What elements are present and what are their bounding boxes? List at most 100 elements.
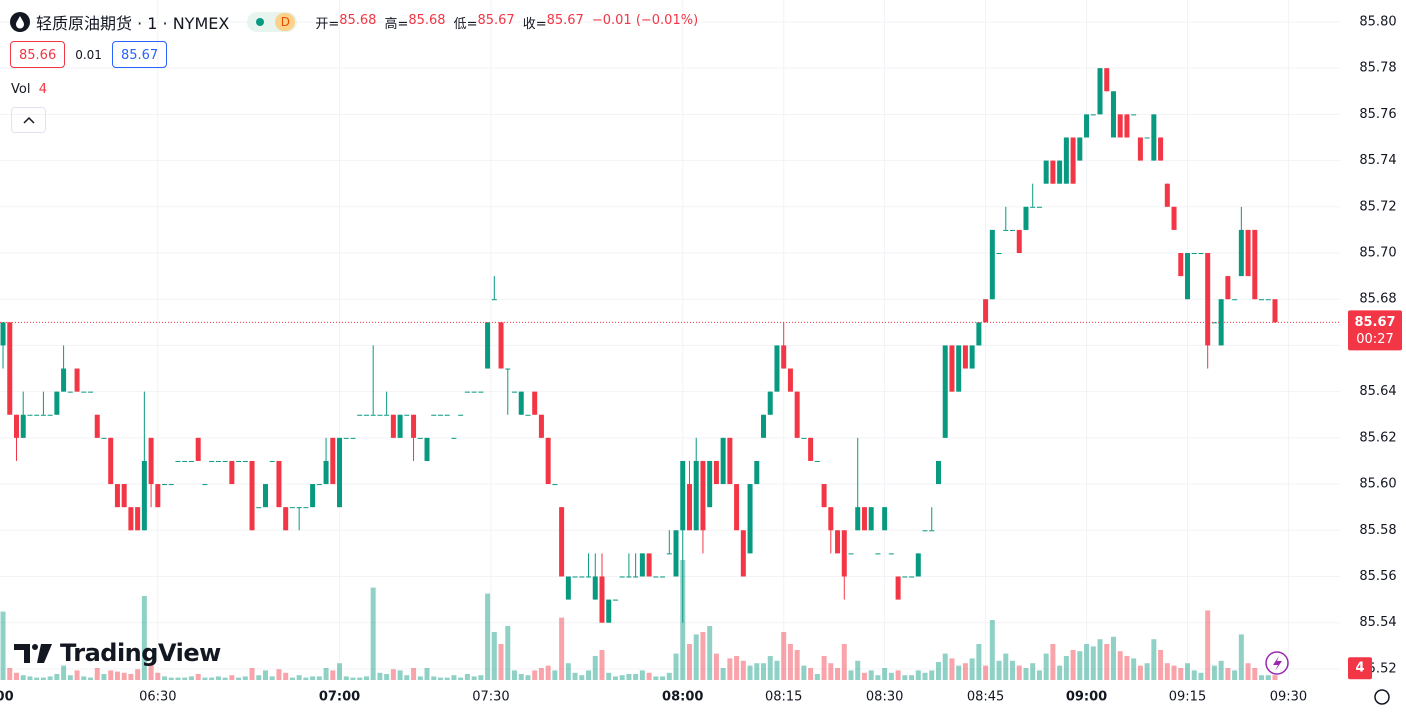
candle-body bbox=[384, 414, 390, 416]
candle-body bbox=[512, 391, 518, 393]
candle-body bbox=[249, 460, 255, 531]
volume-bar bbox=[114, 671, 120, 680]
volume-bar bbox=[720, 668, 726, 680]
candle-body bbox=[1104, 68, 1110, 92]
candle-body bbox=[545, 437, 551, 485]
candle-body bbox=[390, 414, 396, 438]
candle-body bbox=[262, 484, 268, 508]
x-tick-label: 06:00 bbox=[0, 690, 14, 705]
candle-body bbox=[121, 484, 127, 508]
volume-bar bbox=[451, 675, 457, 680]
ask-button[interactable]: 85.67 bbox=[111, 41, 168, 68]
volume-bar bbox=[956, 665, 962, 680]
candle-body bbox=[1151, 114, 1157, 161]
candle-body bbox=[727, 437, 733, 485]
volume-bar bbox=[175, 677, 181, 680]
volume-bar bbox=[1238, 634, 1244, 680]
candle-body bbox=[404, 414, 410, 416]
volume-bar bbox=[101, 674, 107, 680]
volume-bar bbox=[841, 644, 847, 680]
candle-body bbox=[1198, 253, 1204, 255]
volume-bar bbox=[1016, 665, 1022, 680]
watermark[interactable]: TradingView bbox=[14, 639, 221, 667]
candle-body bbox=[660, 576, 666, 578]
collapse-button[interactable] bbox=[11, 107, 46, 133]
status-badge[interactable]: D bbox=[247, 12, 298, 32]
candle-body bbox=[626, 576, 632, 578]
candle-body bbox=[922, 530, 928, 532]
candle-body bbox=[740, 530, 746, 577]
volume-bar bbox=[586, 670, 592, 680]
volume-bar bbox=[54, 674, 60, 680]
candle-body bbox=[289, 507, 295, 509]
candle-body bbox=[673, 530, 679, 577]
tv-logo-icon bbox=[14, 644, 52, 663]
volume-bar bbox=[249, 668, 255, 680]
volume-bar bbox=[606, 672, 612, 680]
y-tick-label: 85.58 bbox=[1359, 523, 1396, 538]
volume-bar bbox=[545, 665, 551, 680]
volume-bar bbox=[781, 632, 787, 680]
candle-body bbox=[579, 576, 585, 578]
candle-body bbox=[330, 437, 336, 485]
volume-bar bbox=[1003, 653, 1009, 680]
candle-body bbox=[1211, 322, 1217, 324]
volume-bar bbox=[552, 670, 558, 680]
replay-icon[interactable] bbox=[1265, 651, 1289, 675]
y-tick-label: 85.56 bbox=[1359, 569, 1396, 584]
candle-body bbox=[619, 576, 625, 578]
last-price-box bbox=[1348, 310, 1402, 351]
candle-body bbox=[1077, 137, 1083, 161]
candle-body bbox=[633, 576, 639, 578]
volume-bar bbox=[808, 668, 814, 680]
volume-bar bbox=[40, 677, 46, 680]
volume-bar bbox=[572, 672, 578, 680]
legend-label: 高= bbox=[384, 16, 409, 32]
volume-bar bbox=[202, 677, 208, 680]
candle-body bbox=[868, 507, 874, 531]
candle-body bbox=[915, 553, 921, 577]
candle-body bbox=[1272, 299, 1278, 323]
volume-bar bbox=[949, 658, 955, 680]
x-tick-label: 09:00 bbox=[1066, 690, 1107, 705]
candle-body bbox=[296, 507, 302, 509]
volume-bar bbox=[1117, 651, 1123, 680]
volume-bar bbox=[168, 677, 174, 680]
candle-body bbox=[363, 414, 369, 416]
candle-body bbox=[754, 460, 760, 485]
header: 轻质原油期货 · 1 · NYMEX D 开= 85.68 高= 85.68 低= 8… bbox=[10, 10, 698, 34]
legend-label: 开= bbox=[315, 16, 340, 32]
bid-button[interactable]: 85.66 bbox=[10, 41, 66, 68]
volume-bar bbox=[1164, 663, 1170, 680]
candle-body bbox=[841, 530, 847, 577]
candle-body bbox=[478, 391, 484, 393]
volume-bar bbox=[1030, 663, 1036, 680]
volume-bar bbox=[821, 656, 827, 680]
volume-bar bbox=[377, 672, 383, 680]
volume-bar bbox=[135, 669, 141, 680]
candle-body bbox=[316, 484, 322, 486]
candle-body bbox=[693, 460, 699, 531]
volume-bar bbox=[835, 668, 841, 680]
candle-body bbox=[1184, 253, 1190, 300]
volume-bar bbox=[303, 677, 309, 680]
volume-bar bbox=[1265, 675, 1271, 680]
candle-body bbox=[242, 460, 248, 462]
volume-bar bbox=[882, 668, 888, 680]
candle-body bbox=[1205, 253, 1211, 346]
candle-body bbox=[949, 345, 955, 392]
volume-bar bbox=[1245, 663, 1251, 680]
candle-body bbox=[471, 391, 477, 393]
volume-bar bbox=[269, 676, 275, 680]
volume-bar bbox=[1218, 660, 1224, 680]
volume-bar bbox=[276, 669, 282, 680]
candle-body bbox=[377, 414, 383, 416]
candle-body bbox=[1110, 91, 1116, 138]
volume-bar bbox=[962, 663, 968, 680]
volume-bar bbox=[323, 668, 329, 680]
chevron-icon bbox=[23, 116, 35, 124]
symbol-title[interactable]: 轻质原油期货 · 1 · NYMEX bbox=[36, 14, 230, 33]
y-tick-label: 85.54 bbox=[1359, 615, 1396, 630]
candle-body bbox=[835, 530, 841, 554]
volume-bar bbox=[1151, 639, 1157, 680]
